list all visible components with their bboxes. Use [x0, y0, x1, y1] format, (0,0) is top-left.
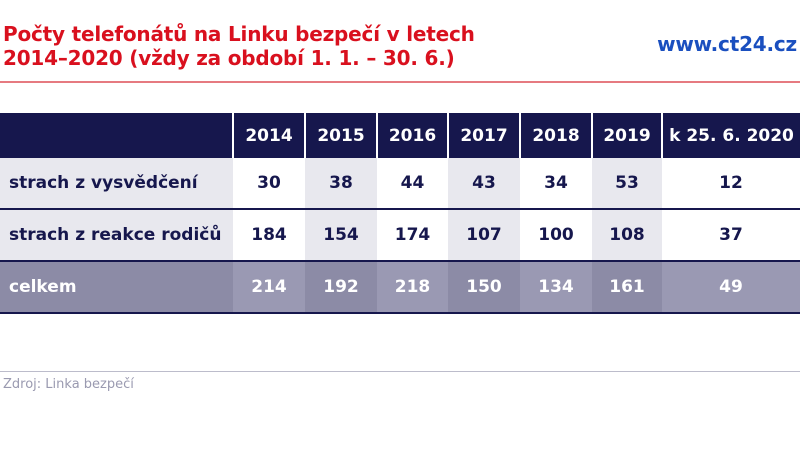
source-note: Zdroj: Linka bezpečí	[3, 377, 134, 392]
table-cell: 12	[662, 158, 800, 210]
table-cell: 38	[305, 158, 377, 210]
title-line-1: Počty telefonátů na Linku bezpečí v lete…	[3, 22, 475, 46]
header-cell-2020: k 25. 6. 2020	[661, 113, 800, 158]
table-cell: 44	[377, 158, 448, 210]
title-divider	[0, 81, 800, 83]
table-cell: 214	[233, 261, 305, 314]
table-cell: 107	[448, 209, 520, 262]
table-cell: 134	[520, 261, 592, 314]
table-cell: 174	[377, 209, 448, 262]
table-cell: 34	[520, 158, 592, 210]
table-cell: 30	[233, 158, 305, 210]
table-cell: 37	[662, 209, 800, 262]
table-cell: 154	[305, 209, 377, 262]
data-table: 2014 2015 2016 2017 2018 2019 k 25. 6. 2…	[0, 113, 800, 314]
table-cell: 49	[662, 261, 800, 314]
header-cell-2015: 2015	[304, 113, 377, 158]
table-cell: 108	[592, 209, 662, 262]
table-cell: 218	[377, 261, 448, 314]
row-label: strach z reakce rodičů	[0, 209, 233, 262]
table-cell: 184	[233, 209, 305, 262]
table-row: strach z reakce rodičů 184 154 174 107 1…	[0, 209, 800, 262]
table-row-total: celkem 214 192 218 150 134 161 49	[0, 261, 800, 314]
table-cell: 43	[448, 158, 520, 210]
table-row: strach z vysvědčení 30 38 44 43 34 53 12	[0, 158, 800, 210]
table-cell: 150	[448, 261, 520, 314]
header-cell-2017: 2017	[447, 113, 520, 158]
header-cell-2016: 2016	[376, 113, 448, 158]
footer-divider	[0, 371, 800, 372]
header-cell-2018: 2018	[519, 113, 592, 158]
table-header-row: 2014 2015 2016 2017 2018 2019 k 25. 6. 2…	[0, 113, 800, 158]
header-cell-2019: 2019	[591, 113, 662, 158]
table-cell: 192	[305, 261, 377, 314]
table-cell: 161	[592, 261, 662, 314]
header-cell-label	[0, 113, 233, 158]
header-cell-2014: 2014	[232, 113, 305, 158]
row-label: celkem	[0, 261, 233, 314]
table-cell: 53	[592, 158, 662, 210]
chart-title: Počty telefonátů na Linku bezpečí v lete…	[3, 22, 563, 70]
table-cell: 100	[520, 209, 592, 262]
brand-link[interactable]: www.ct24.cz	[657, 32, 797, 56]
title-line-2: 2014–2020 (vždy za období 1. 1. – 30. 6.…	[3, 46, 455, 70]
row-label: strach z vysvědčení	[0, 158, 233, 210]
